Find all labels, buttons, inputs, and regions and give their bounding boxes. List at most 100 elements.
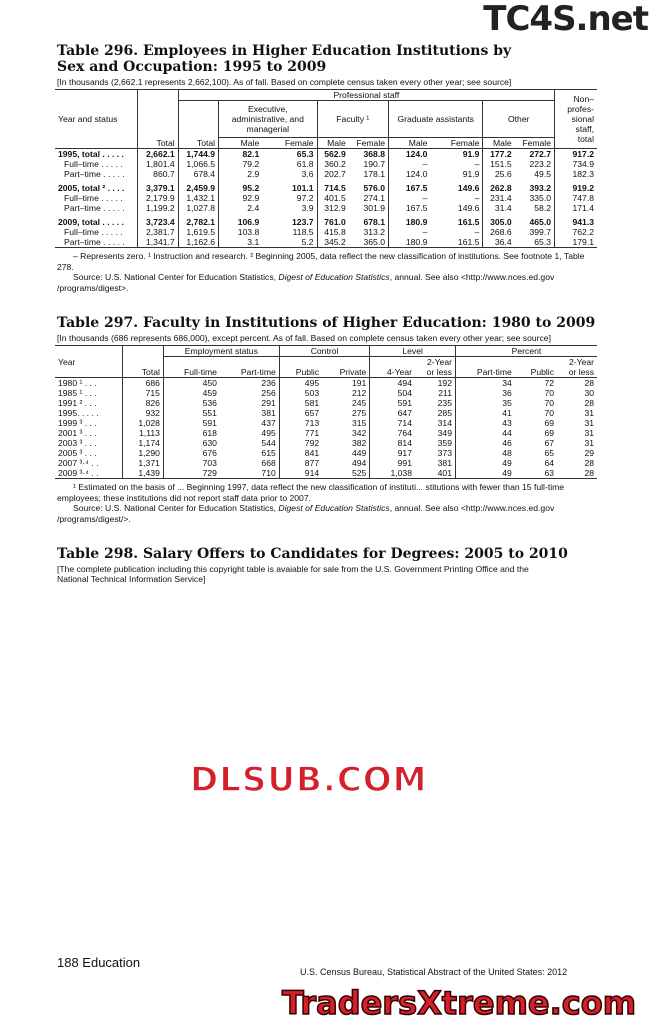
table-row: Part–time . . . . . 860.7 678.4 2.9 3.6 202.7… xyxy=(55,169,597,179)
col-graduate: Graduate assistants xyxy=(388,100,483,138)
cell: 382 xyxy=(351,438,367,448)
cell: 762.2 xyxy=(554,227,597,237)
col-male: Male xyxy=(218,137,263,149)
cell: 28 xyxy=(584,398,594,408)
cell: 551 xyxy=(162,408,220,418)
col-prof-total: Total xyxy=(177,100,219,149)
cell: 368.8 xyxy=(363,149,386,159)
cell: 941.3 xyxy=(554,213,597,227)
table-row: 1995. . . . . 932 551 381 657 275 647 285 41 70 31 xyxy=(55,408,597,418)
cell: 41 xyxy=(454,408,515,418)
cell: 65.3 xyxy=(534,237,551,247)
cell: 161.5 xyxy=(457,237,480,247)
cell: 190.7 xyxy=(363,159,386,169)
cell: 1,290 xyxy=(122,448,164,458)
table-297-title: Table 297. Faculty in Institutions of Hi… xyxy=(57,315,596,331)
cell: 167.5 xyxy=(388,179,431,193)
cell: 576.0 xyxy=(363,183,386,193)
cell: – xyxy=(388,193,431,203)
table-296-source: Source: U.S. National Center for Educati… xyxy=(57,272,597,293)
cell: 212 xyxy=(351,388,367,398)
col-female: Female xyxy=(348,137,389,149)
row-label: 2005, total ² . . . . xyxy=(58,183,125,193)
col-female: Female xyxy=(430,137,483,149)
cell: 3,379.1 xyxy=(137,179,179,193)
cell: 525 xyxy=(351,468,367,478)
cell: 48 xyxy=(454,448,515,458)
cell: 180.9 xyxy=(388,213,431,227)
cell: 65.3 xyxy=(296,149,314,159)
cell: 92.9 xyxy=(218,193,263,203)
table-297: Year Total Employment status Control Lev… xyxy=(55,345,597,479)
cell: 178.1 xyxy=(363,169,386,179)
cell: 668 xyxy=(261,458,276,468)
cell: 46 xyxy=(454,438,515,448)
cell: 301.9 xyxy=(363,203,386,213)
source-url: , annual. See also <http://www.nces.ed.g… xyxy=(57,503,555,524)
col-2-year: 2-Year or less xyxy=(414,356,456,378)
cell: 2,179.9 xyxy=(137,193,179,203)
cell: 503 xyxy=(278,388,323,398)
cell: 1,028 xyxy=(122,418,164,428)
table-row: Full–time . . . . . 2,179.9 1,432.1 92.9 97.… xyxy=(55,193,597,203)
cell: 151.5 xyxy=(482,159,515,169)
table-297-footnotes: ¹ Estimated on the basis of ... Beginnin… xyxy=(57,482,565,503)
cell: 28 xyxy=(584,468,594,478)
cell: 36.4 xyxy=(482,237,515,248)
cell: 1,027.8 xyxy=(177,203,219,213)
cell: 459 xyxy=(162,388,220,398)
cell: 630 xyxy=(162,438,220,448)
cell: 285 xyxy=(437,408,452,418)
cell: 63 xyxy=(544,468,554,478)
cell: 49 xyxy=(454,468,515,479)
cell: 180.9 xyxy=(388,237,431,248)
col-male: Male xyxy=(316,137,349,149)
cell: – xyxy=(388,159,431,169)
table-297-source: Source: U.S. National Center for Educati… xyxy=(57,503,597,524)
cell: 734.9 xyxy=(554,159,597,169)
cell: 236 xyxy=(261,378,276,388)
cell: 3.6 xyxy=(301,169,314,179)
cell: 657 xyxy=(278,408,323,418)
cell: 747.8 xyxy=(554,193,597,203)
row-label: Full–time . . . . . xyxy=(64,227,123,237)
cell: 710 xyxy=(261,468,276,478)
cell: 256 xyxy=(261,388,276,398)
cell: 618 xyxy=(162,428,220,438)
cell: 177.2 xyxy=(482,148,515,159)
cell: 591 xyxy=(162,418,220,428)
cell: 761.0 xyxy=(316,213,349,227)
source-title: Digest of Education Statistics xyxy=(278,272,390,282)
cell: 49.5 xyxy=(534,169,551,179)
row-label: 1995. . . . . xyxy=(58,408,99,418)
table-296: Year and status Total Professional staff… xyxy=(55,89,597,248)
col-faculty: Faculty ¹ xyxy=(316,100,389,138)
cell: 72 xyxy=(544,378,554,388)
row-label: Full–time . . . . . xyxy=(64,193,123,203)
cell: 69 xyxy=(544,418,554,428)
table-row: 2003 ³ . . . 1,174 630 544 792 382 814 359 46 67 3… xyxy=(55,438,597,448)
row-label: 2005 ³ . . . xyxy=(58,448,97,458)
source-text: Source: U.S. National Center for Educati… xyxy=(73,272,279,282)
table-row: Full–time . . . . . 2,381.7 1,619.5 103.8 11… xyxy=(55,227,597,237)
cell: 124.0 xyxy=(388,148,431,159)
cell: 914 xyxy=(278,468,323,479)
row-label: 1991 ² . . . xyxy=(58,398,97,408)
cell: 79.2 xyxy=(218,159,263,169)
cell: 1,066.5 xyxy=(177,159,219,169)
cell: 536 xyxy=(162,398,220,408)
cell: 437 xyxy=(261,418,276,428)
cell: 82.1 xyxy=(218,148,263,159)
table-296-footnotes: – Represents zero. ¹ Instruction and res… xyxy=(57,251,585,272)
table-row: Part–time . . . . . 1,199.2 1,027.8 2.4 3.9 3… xyxy=(55,203,597,213)
cell: 686 xyxy=(122,377,164,388)
cell: 161.5 xyxy=(457,217,480,227)
col-full-time: Full-time xyxy=(162,356,220,378)
cell: 1,801.4 xyxy=(137,159,179,169)
cell: – xyxy=(388,227,431,237)
cell: 191 xyxy=(351,378,367,388)
cell: 615 xyxy=(261,448,276,458)
cell: 544 xyxy=(261,438,276,448)
table-298-title: Table 298. Salary Offers to Candidates f… xyxy=(57,546,568,562)
cell: 70 xyxy=(544,398,554,408)
